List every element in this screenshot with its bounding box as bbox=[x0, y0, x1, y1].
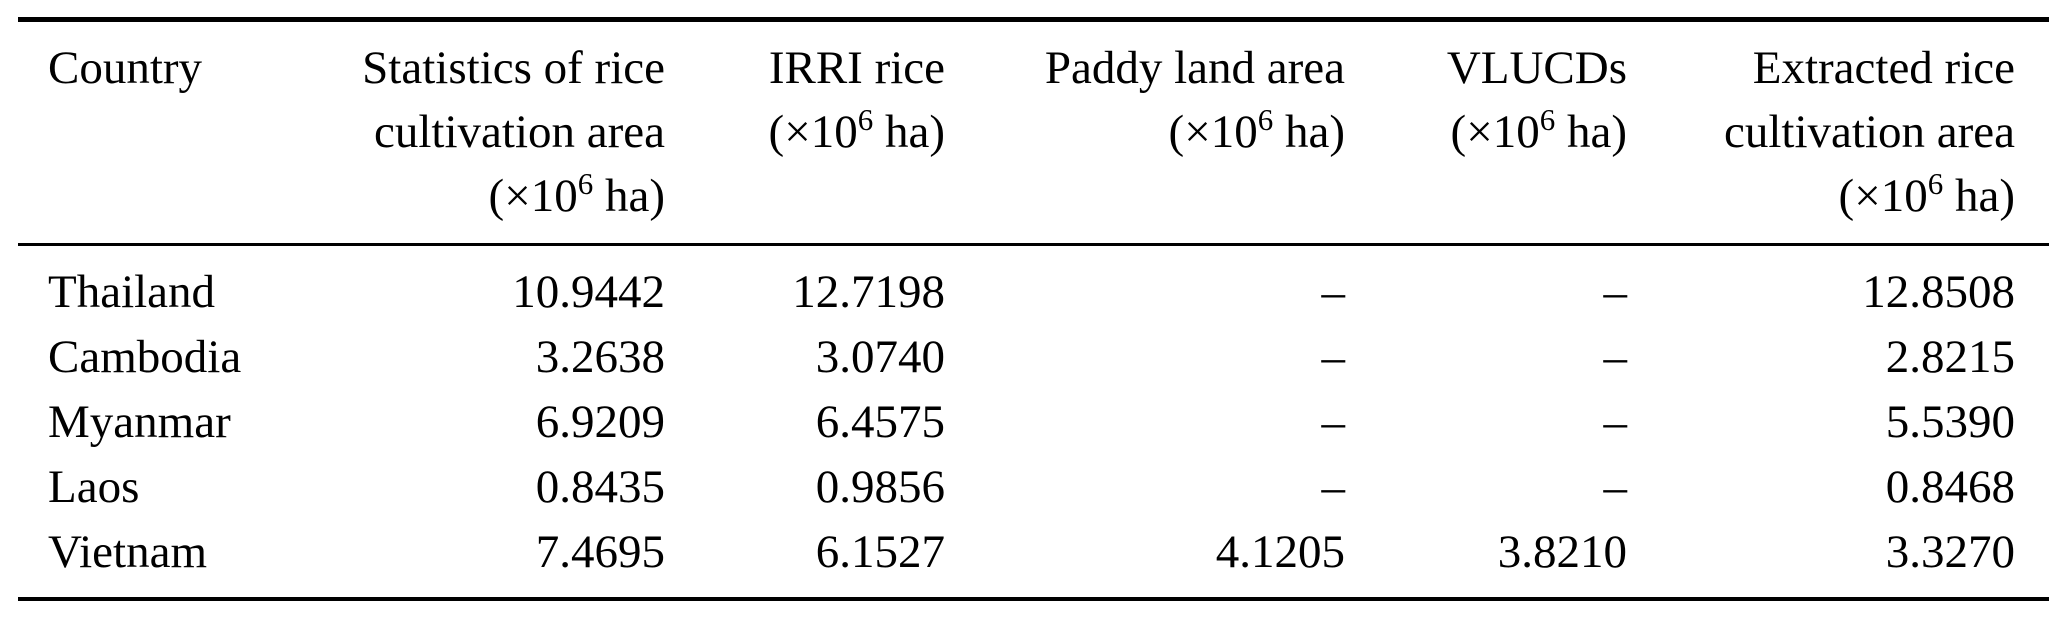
table-row-cambodia: Cambodia 3.2638 3.0740 – – 2.8215 bbox=[18, 325, 2049, 390]
cell-paddy-value: – bbox=[1321, 461, 1346, 513]
cell-country: Laos bbox=[48, 461, 140, 513]
header-line: cultivation area bbox=[1724, 106, 2015, 158]
header-line: cultivation area bbox=[374, 106, 665, 158]
rice-area-table-container: Country Statistics of rice cultivation a… bbox=[18, 17, 2049, 601]
header-line: Country bbox=[48, 42, 203, 94]
cell-irri-value: 3.0740 bbox=[815, 331, 945, 383]
cell-vlucds-value: – bbox=[1603, 461, 1628, 513]
unit-open: (×10 bbox=[768, 106, 858, 158]
cell-statistics-value: 3.2638 bbox=[535, 331, 665, 383]
header-line: Statistics of rice bbox=[362, 42, 665, 94]
header-line: Paddy land area bbox=[1044, 42, 1345, 94]
unit-close: ha) bbox=[1273, 106, 1345, 158]
cell-vlucds-value: – bbox=[1603, 266, 1628, 318]
rice-area-table: Country Statistics of rice cultivation a… bbox=[18, 17, 2049, 601]
unit-label: (×106 ha) bbox=[1450, 104, 1627, 158]
unit-open: (×10 bbox=[1168, 106, 1258, 158]
table-header: Country Statistics of rice cultivation a… bbox=[18, 20, 2049, 245]
column-header-extracted: Extracted rice cultivation area (×106 ha… bbox=[1642, 20, 2049, 245]
header-line: Extracted rice bbox=[1752, 42, 2015, 94]
unit-exponent: 6 bbox=[1927, 165, 1944, 201]
cell-extracted-value: 12.8508 bbox=[1862, 266, 2015, 318]
cell-irri-value: 0.9856 bbox=[815, 461, 945, 513]
table-row-thailand: Thailand 10.9442 12.7198 – – 12.8508 bbox=[18, 245, 2049, 326]
column-header-statistics: Statistics of rice cultivation area (×10… bbox=[300, 20, 680, 245]
unit-label: (×106 ha) bbox=[1838, 168, 2015, 222]
cell-country: Thailand bbox=[48, 266, 216, 318]
cell-extracted-value: 5.5390 bbox=[1885, 396, 2015, 448]
table-row-myanmar: Myanmar 6.9209 6.4575 – – 5.5390 bbox=[18, 390, 2049, 455]
table-row-vietnam: Vietnam 7.4695 6.1527 4.1205 3.8210 3.32… bbox=[18, 520, 2049, 599]
cell-vlucds-value: 3.8210 bbox=[1497, 526, 1627, 578]
unit-close: ha) bbox=[1555, 106, 1627, 158]
header-line: IRRI rice bbox=[768, 42, 945, 94]
cell-vlucds-value: – bbox=[1603, 331, 1628, 383]
cell-statistics-value: 6.9209 bbox=[535, 396, 665, 448]
cell-paddy-value: – bbox=[1321, 396, 1346, 448]
cell-vlucds-value: – bbox=[1603, 396, 1628, 448]
unit-label: (×106 ha) bbox=[768, 104, 945, 158]
column-header-irri: IRRI rice (×106 ha) bbox=[680, 20, 960, 245]
cell-irri-value: 12.7198 bbox=[792, 266, 945, 318]
header-line: VLUCDs bbox=[1446, 42, 1627, 94]
column-header-country: Country bbox=[18, 20, 300, 245]
unit-open: (×10 bbox=[1450, 106, 1540, 158]
cell-country: Vietnam bbox=[48, 526, 208, 578]
unit-label: (×106 ha) bbox=[1168, 104, 1345, 158]
unit-exponent: 6 bbox=[1539, 101, 1556, 137]
unit-label: (×106 ha) bbox=[488, 168, 665, 222]
table-body: Thailand 10.9442 12.7198 – – 12.8508 Cam… bbox=[18, 245, 2049, 600]
unit-exponent: 6 bbox=[1257, 101, 1274, 137]
cell-extracted-value: 2.8215 bbox=[1885, 331, 2015, 383]
header-row: Country Statistics of rice cultivation a… bbox=[18, 20, 2049, 245]
cell-country: Cambodia bbox=[48, 331, 242, 383]
cell-statistics-value: 10.9442 bbox=[512, 266, 665, 318]
cell-country: Myanmar bbox=[48, 396, 231, 448]
column-header-vlucds: VLUCDs (×106 ha) bbox=[1360, 20, 1642, 245]
column-header-paddy: Paddy land area (×106 ha) bbox=[960, 20, 1360, 245]
table-row-laos: Laos 0.8435 0.9856 – – 0.8468 bbox=[18, 455, 2049, 520]
unit-close: ha) bbox=[1943, 170, 2015, 222]
cell-paddy-value: – bbox=[1321, 266, 1346, 318]
cell-irri-value: 6.1527 bbox=[815, 526, 945, 578]
unit-open: (×10 bbox=[1838, 170, 1928, 222]
cell-extracted-value: 3.3270 bbox=[1885, 526, 2015, 578]
cell-paddy-value: 4.1205 bbox=[1215, 526, 1345, 578]
unit-open: (×10 bbox=[488, 170, 578, 222]
cell-statistics-value: 0.8435 bbox=[535, 461, 665, 513]
unit-exponent: 6 bbox=[577, 165, 594, 201]
cell-paddy-value: – bbox=[1321, 331, 1346, 383]
unit-exponent: 6 bbox=[857, 101, 874, 137]
cell-statistics-value: 7.4695 bbox=[535, 526, 665, 578]
unit-close: ha) bbox=[873, 106, 945, 158]
cell-irri-value: 6.4575 bbox=[815, 396, 945, 448]
unit-close: ha) bbox=[593, 170, 665, 222]
cell-extracted-value: 0.8468 bbox=[1885, 461, 2015, 513]
